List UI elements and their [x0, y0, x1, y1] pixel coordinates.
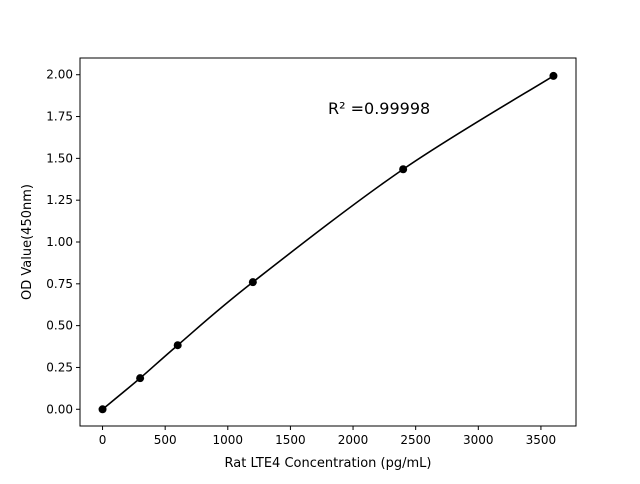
y-tick-label: 1.25 — [46, 193, 73, 207]
x-tick-label: 2000 — [338, 433, 369, 447]
y-tick-label: 0.25 — [46, 360, 73, 374]
x-tick-label: 3000 — [463, 433, 494, 447]
y-tick-label: 0.75 — [46, 277, 73, 291]
x-axis-label: Rat LTE4 Concentration (pg/mL) — [225, 456, 432, 471]
y-tick-label: 0.50 — [46, 319, 73, 333]
data-point — [173, 341, 182, 350]
y-tick-label: 1.50 — [46, 151, 73, 165]
y-axis-label: OD Value(450nm) — [20, 184, 35, 300]
x-tick-label: 2500 — [400, 433, 431, 447]
data-point — [248, 278, 257, 287]
x-tick-label: 1500 — [275, 433, 306, 447]
y-tick-label: 1.00 — [46, 235, 73, 249]
y-tick-label: 1.75 — [46, 110, 73, 124]
data-point — [399, 165, 408, 174]
y-tick-label: 2.00 — [46, 68, 73, 82]
r-squared-annotation: R² =0.99998 — [328, 99, 430, 118]
x-tick-label: 0 — [99, 433, 107, 447]
y-tick-label: 0.00 — [46, 402, 73, 416]
x-tick-label: 3500 — [526, 433, 557, 447]
fit-curve — [102, 75, 554, 410]
data-point — [136, 374, 145, 383]
data-point — [549, 71, 558, 80]
data-point — [98, 405, 107, 414]
x-tick-label: 500 — [154, 433, 177, 447]
x-tick-label: 1000 — [213, 433, 244, 447]
